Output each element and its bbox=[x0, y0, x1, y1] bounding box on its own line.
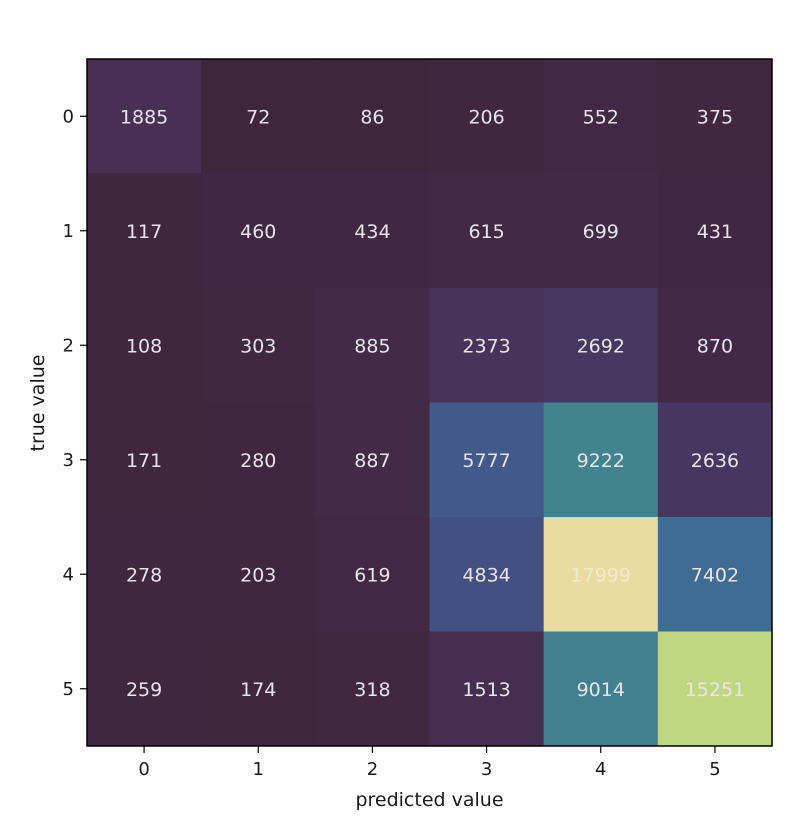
heatmap-cell bbox=[87, 288, 202, 403]
heatmap-cell bbox=[315, 631, 430, 747]
cell-value-label: 86 bbox=[360, 106, 384, 128]
cell-value-label: 431 bbox=[697, 221, 733, 243]
heatmap-cell bbox=[657, 631, 773, 747]
cell-value-label: 434 bbox=[354, 221, 390, 243]
x-tick-label: 1 bbox=[253, 759, 264, 780]
heatmap-cell bbox=[201, 288, 316, 403]
x-tick-label: 3 bbox=[481, 759, 492, 780]
cell-value-label: 615 bbox=[468, 221, 504, 243]
cell-value-label: 9014 bbox=[577, 679, 625, 701]
cell-value-label: 72 bbox=[246, 106, 270, 128]
y-tick-label: 1 bbox=[63, 221, 74, 242]
heatmap-cell bbox=[543, 631, 659, 747]
heatmap-cell bbox=[657, 517, 773, 632]
heatmap-cell bbox=[201, 173, 316, 289]
heatmap-cell bbox=[429, 288, 545, 403]
cell-value-label: 1513 bbox=[462, 679, 510, 701]
y-axis-label: true value bbox=[27, 355, 49, 452]
y-axis-ticks: 0 1 2 3 4 5 bbox=[63, 106, 87, 700]
x-tick-label: 0 bbox=[138, 759, 149, 780]
cell-value-label: 303 bbox=[240, 335, 276, 357]
x-tick-label: 4 bbox=[595, 759, 606, 780]
heatmap-cell bbox=[315, 402, 430, 518]
heatmap-cell bbox=[87, 59, 202, 174]
heatmap-cell bbox=[429, 59, 545, 174]
heatmap-cell bbox=[657, 288, 773, 403]
cell-value-label: 4834 bbox=[462, 564, 510, 586]
cell-value-label: 206 bbox=[468, 106, 504, 128]
heatmap-cell bbox=[543, 59, 659, 174]
heatmap-cell bbox=[657, 402, 773, 518]
heatmap-cell bbox=[429, 517, 545, 632]
cell-value-label: 7402 bbox=[691, 564, 739, 586]
y-tick-label: 4 bbox=[63, 564, 74, 585]
heatmap-cell bbox=[543, 288, 659, 403]
cell-value-label: 108 bbox=[126, 335, 162, 357]
heatmap-cell bbox=[87, 631, 202, 747]
cell-value-label: 171 bbox=[126, 450, 162, 472]
x-axis-ticks: 0 1 2 3 4 5 bbox=[138, 746, 721, 780]
heatmap-cell bbox=[543, 173, 659, 289]
heatmap-cell bbox=[201, 517, 316, 632]
heatmap-cell bbox=[201, 59, 316, 174]
plot-frame bbox=[86, 58, 773, 747]
cell-value-label: 17999 bbox=[571, 564, 631, 586]
cell-value-label: 174 bbox=[240, 679, 276, 701]
x-tick-label: 2 bbox=[367, 759, 378, 780]
cell-value-label: 9222 bbox=[577, 450, 625, 472]
heatmap-cell bbox=[87, 402, 202, 518]
heatmap-cell bbox=[87, 173, 202, 289]
cell-value-label: 318 bbox=[354, 679, 390, 701]
heatmap-cell bbox=[87, 517, 202, 632]
cell-value-label: 699 bbox=[583, 221, 619, 243]
heatmap-cell bbox=[315, 517, 430, 632]
y-tick-label: 5 bbox=[63, 679, 74, 700]
cell-value-label: 203 bbox=[240, 564, 276, 586]
heatmap-cell bbox=[201, 631, 316, 747]
cell-value-label: 15251 bbox=[685, 679, 745, 701]
heatmap-cell bbox=[315, 173, 430, 289]
heatmap-cell bbox=[657, 59, 773, 174]
heatmap-cell bbox=[543, 402, 659, 518]
y-tick-label: 2 bbox=[63, 335, 74, 356]
heatmap-cell bbox=[429, 402, 545, 518]
heatmap-cell bbox=[543, 517, 659, 632]
heatmap-cell bbox=[429, 631, 545, 747]
heatmap-cell bbox=[429, 173, 545, 289]
cell-value-label: 552 bbox=[583, 106, 619, 128]
cell-value-label: 460 bbox=[240, 221, 276, 243]
cell-value-label: 870 bbox=[697, 335, 733, 357]
heatmap-cell bbox=[201, 402, 316, 518]
x-axis-label: predicted value bbox=[355, 789, 503, 811]
cell-value-label: 2636 bbox=[691, 450, 739, 472]
cell-value-label: 5777 bbox=[462, 450, 510, 472]
cell-value-label: 1885 bbox=[120, 106, 168, 128]
cell-value-label: 619 bbox=[354, 564, 390, 586]
cell-value-label: 259 bbox=[126, 679, 162, 701]
cell-value-label: 375 bbox=[697, 106, 733, 128]
cell-value-label: 280 bbox=[240, 450, 276, 472]
cell-value-label: 2373 bbox=[462, 335, 510, 357]
x-tick-label: 5 bbox=[709, 759, 720, 780]
cell-value-label: 885 bbox=[354, 335, 390, 357]
cell-value-label: 2692 bbox=[577, 335, 625, 357]
cell-value-label: 117 bbox=[126, 221, 162, 243]
y-tick-label: 0 bbox=[63, 106, 74, 127]
y-tick-label: 3 bbox=[63, 450, 74, 471]
heatmap-cells: 1885 72 86 206 552 375 117 460 434 615 699 431 108 30… bbox=[87, 59, 773, 747]
cell-value-label: 887 bbox=[354, 450, 390, 472]
cell-value-label: 278 bbox=[126, 564, 162, 586]
heatmap-cell bbox=[315, 288, 430, 403]
heatmap-cell bbox=[657, 173, 773, 289]
heatmap-cell bbox=[315, 59, 430, 174]
